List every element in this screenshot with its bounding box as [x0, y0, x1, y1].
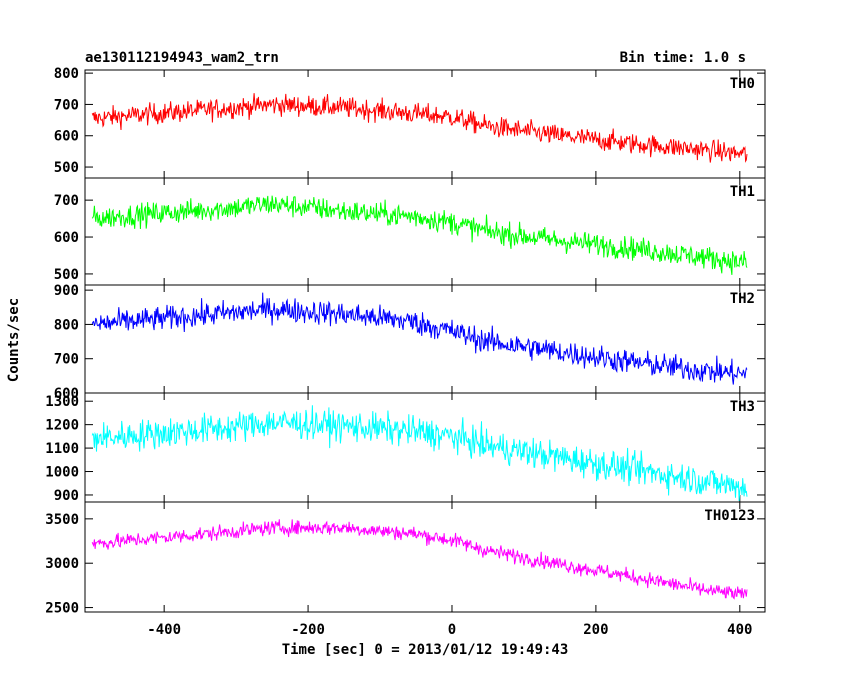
y-tick-label: 1300 — [45, 394, 79, 410]
panel-label-th2: TH2 — [730, 291, 755, 307]
x-tick-label: 400 — [727, 622, 752, 638]
panel-frame — [84, 392, 766, 503]
series-line-th0 — [91, 93, 748, 163]
series-line-th3 — [91, 405, 748, 502]
chart-title: ae130112194943_wam2_trn — [85, 50, 279, 66]
panel-stack: 500 600 700 800 TH0 500 600 700 TH1 600 700 800 900 T… — [45, 66, 766, 617]
x-tick-label: -200 — [291, 622, 325, 638]
x-axis: -400 -200 0 200 400 — [147, 622, 752, 638]
x-tick-label: 0 — [448, 622, 456, 638]
panel-label-th0: TH0 — [730, 76, 755, 92]
y-tick-label: 600 — [54, 129, 79, 145]
y-tick-label: 900 — [54, 488, 79, 504]
y-tick-label: 900 — [54, 283, 79, 299]
y-tick-label: 700 — [54, 193, 79, 209]
bin-time-label: Bin time: 1.0 s — [620, 50, 746, 66]
panel-frame — [84, 284, 766, 394]
series-line-th1 — [91, 195, 748, 275]
y-tick-label: 1200 — [45, 418, 79, 434]
x-tick-label: -400 — [147, 622, 181, 638]
panel-th3: 900 1000 1100 1200 1300 TH3 — [45, 392, 766, 504]
y-tick-label: 600 — [54, 230, 79, 246]
panel-th0: 500 600 700 800 TH0 — [54, 66, 766, 179]
panel-frame — [84, 501, 766, 613]
series-line-th2 — [91, 292, 748, 385]
panel-frame — [84, 69, 766, 179]
y-tick-label: 3500 — [45, 512, 79, 528]
y-tick-label: 800 — [54, 317, 79, 333]
y-tick-label: 500 — [54, 160, 79, 176]
panel-label-th1: TH1 — [730, 184, 755, 200]
y-tick-label: 600 — [54, 386, 79, 402]
y-tick-label: 1000 — [45, 465, 79, 481]
panel-th0123: 2500 3000 3500 TH0123 — [45, 501, 766, 617]
panel-label-th3: TH3 — [730, 399, 755, 415]
y-tick-label: 700 — [54, 97, 79, 113]
x-axis-label: Time [sec] 0 = 2013/01/12 19:49:43 — [282, 642, 569, 658]
panel-th1: 500 600 700 TH1 — [54, 177, 766, 286]
panel-frame — [84, 177, 766, 286]
y-tick-label: 1100 — [45, 441, 79, 457]
y-tick-label: 500 — [54, 267, 79, 283]
series-line-th0123 — [91, 519, 748, 600]
y-tick-label: 800 — [54, 66, 79, 82]
y-tick-label: 700 — [54, 352, 79, 368]
y-axis-label: Counts/sec — [6, 298, 22, 382]
x-tick-label: 200 — [583, 622, 608, 638]
panel-label-th0123: TH0123 — [704, 508, 755, 524]
panel-th2: 600 700 800 900 TH2 — [54, 283, 766, 402]
y-tick-label: 2500 — [45, 601, 79, 617]
y-tick-label: 3000 — [45, 556, 79, 572]
